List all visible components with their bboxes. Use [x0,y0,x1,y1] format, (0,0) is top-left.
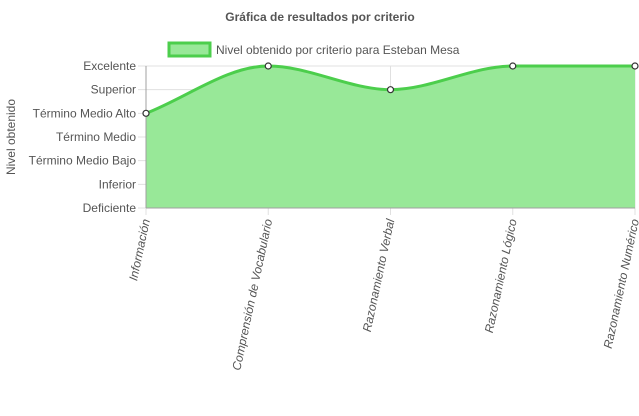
x-tick-label: Información [126,217,153,282]
y-tick-label: Término Medio Alto [33,106,137,120]
x-tick-label: Comprensión de Vocabulario [229,217,275,371]
legend[interactable]: Nivel obtenido por criterio para Esteban… [167,41,460,58]
y-tick-label: Superior [91,83,136,97]
y-tick-label: Término Medio Bajo [29,154,137,168]
x-tick-label: Razonamiento Lógico [482,217,520,334]
axes [145,66,635,209]
legend-swatch [167,41,212,58]
y-tick-label: Término Medio [56,130,136,144]
y-tick-label: Deficiente [83,201,137,215]
x-tick-labels: Información Comprensión de Vocabulario Raz… [126,217,639,371]
x-tick-label: Razonamiento Numérico [601,217,639,349]
y-axis-label: Nivel obtenido [4,99,18,175]
data-points [142,62,639,117]
y-tick-label: Excelente [83,59,136,73]
y-tick-label: Inferior [99,177,136,191]
series-area-fill [146,66,635,208]
data-point[interactable] [631,62,639,70]
data-point[interactable] [509,62,517,70]
chart-title: Gráfica de resultados por criterio [225,10,414,24]
x-tick-label: Razonamiento Verbal [360,217,398,333]
data-point[interactable] [142,109,150,117]
data-point[interactable] [264,62,272,70]
legend-label: Nivel obtenido por criterio para Esteban… [216,43,460,57]
data-point[interactable] [386,86,395,94]
y-tick-labels: Deficiente Inferior Término Medio Bajo Térm… [29,59,137,215]
